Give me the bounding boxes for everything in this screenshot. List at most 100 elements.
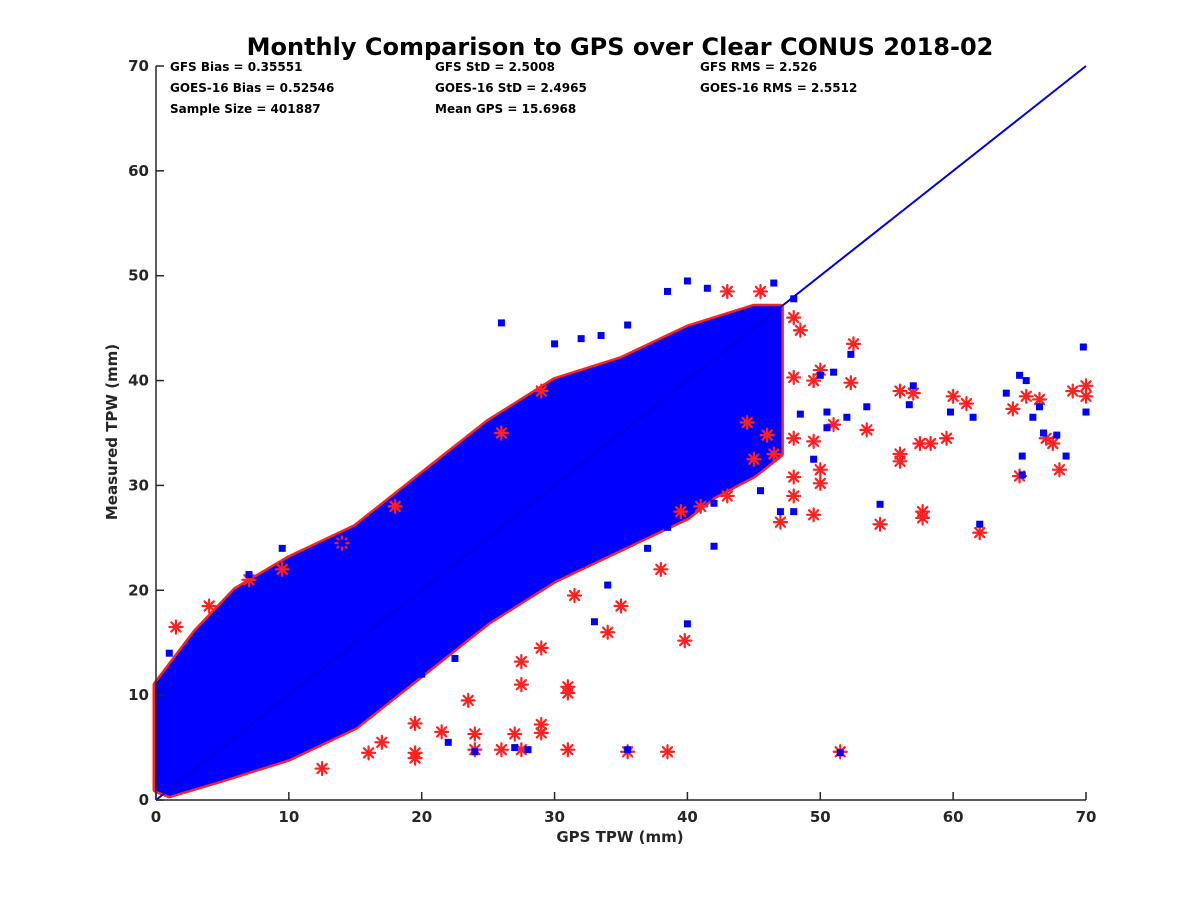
stat-annotation: GOES-16 RMS = 2.5512 bbox=[700, 81, 857, 95]
gfs-point bbox=[1018, 388, 1034, 404]
goes-16-point bbox=[790, 508, 798, 516]
gfs-point bbox=[912, 435, 928, 452]
goes-16-point bbox=[577, 335, 585, 343]
y-tick-label: 10 bbox=[128, 686, 149, 704]
goes-16-point bbox=[1082, 408, 1090, 416]
goes-16-point bbox=[1036, 403, 1043, 411]
y-tick-label: 50 bbox=[128, 267, 149, 285]
gfs-point bbox=[945, 388, 961, 404]
goes-16-point bbox=[790, 295, 798, 303]
gfs-point bbox=[1005, 401, 1021, 417]
goes-16-point bbox=[245, 571, 253, 579]
x-tick-label: 70 bbox=[1076, 808, 1097, 826]
goes-16-point bbox=[863, 403, 871, 411]
goes-16-point bbox=[444, 738, 452, 746]
data-layer bbox=[152, 65, 1094, 801]
gfs-point bbox=[493, 425, 510, 441]
gfs-point bbox=[201, 598, 217, 614]
stat-annotation: Sample Size = 401887 bbox=[170, 102, 321, 116]
stat-annotation: GFS StD = 2.5008 bbox=[435, 60, 555, 74]
gfs-point bbox=[659, 744, 676, 760]
goes-16-point bbox=[378, 691, 386, 699]
goes-16-point bbox=[905, 401, 913, 409]
goes-16-point bbox=[843, 413, 851, 421]
stat-annotation: GOES-16 StD = 2.4965 bbox=[435, 81, 587, 95]
goes-16-point bbox=[418, 670, 426, 678]
y-tick-label: 30 bbox=[128, 476, 149, 494]
gfs-point bbox=[922, 435, 939, 452]
goes-16-point bbox=[946, 408, 954, 416]
gfs-point bbox=[673, 504, 689, 520]
x-tick-label: 30 bbox=[544, 808, 565, 826]
stat-annotation: Mean GPS = 15.6968 bbox=[435, 102, 576, 116]
chart-title: Monthly Comparison to GPS over Clear CON… bbox=[247, 33, 994, 61]
gfs-point bbox=[560, 742, 576, 758]
gfs-point bbox=[168, 619, 184, 635]
y-tick-label: 60 bbox=[128, 162, 149, 180]
goes-16-point bbox=[624, 746, 632, 754]
gfs-point bbox=[746, 451, 762, 467]
gfs-point bbox=[1078, 378, 1094, 394]
goes-16-point bbox=[836, 749, 844, 757]
goes-16-point bbox=[823, 424, 831, 432]
gfs-point bbox=[806, 507, 822, 523]
goes-16-point bbox=[1029, 413, 1037, 421]
gfs-point bbox=[493, 742, 510, 758]
gfs-point bbox=[719, 488, 735, 504]
gfs-point bbox=[892, 383, 908, 399]
gfs-point bbox=[752, 283, 769, 300]
gfs-point bbox=[513, 653, 529, 670]
gfs-point bbox=[812, 475, 828, 491]
goes-16-point bbox=[909, 382, 917, 390]
goes-16-point bbox=[165, 649, 173, 657]
one-to-one-line bbox=[155, 65, 1087, 801]
goes-16-point bbox=[199, 702, 206, 710]
goes-16-point bbox=[969, 413, 977, 421]
goes-16-point bbox=[1018, 452, 1026, 460]
goes-16-point bbox=[471, 748, 479, 756]
gfs-point bbox=[507, 726, 523, 742]
goes-16-point bbox=[451, 654, 459, 662]
gfs-point bbox=[613, 598, 629, 614]
goes-16-point bbox=[683, 620, 691, 628]
gfs-point bbox=[600, 624, 616, 640]
goes-16-point bbox=[624, 321, 632, 329]
gfs-point bbox=[845, 336, 862, 352]
goes-16-point bbox=[338, 539, 346, 547]
goes-16-point bbox=[551, 340, 559, 348]
goes-16-point bbox=[418, 481, 426, 489]
goes-16-point bbox=[511, 744, 519, 752]
gfs-point bbox=[786, 310, 802, 326]
goes-16-point bbox=[770, 279, 778, 287]
gfs-point bbox=[786, 488, 802, 504]
x-tick-label: 50 bbox=[810, 808, 831, 826]
goes-16-point bbox=[847, 350, 855, 358]
gfs-point bbox=[812, 462, 828, 478]
gfs-point bbox=[759, 427, 775, 443]
gfs-point bbox=[958, 396, 975, 412]
gfs-point bbox=[792, 322, 808, 338]
y-tick-label: 70 bbox=[128, 57, 149, 75]
goes-16-point bbox=[830, 368, 838, 376]
goes-16-point bbox=[776, 508, 784, 516]
gfs-point bbox=[434, 724, 450, 740]
gfs-point bbox=[533, 383, 549, 399]
gfs-point bbox=[533, 640, 549, 656]
goes-16-point bbox=[683, 277, 691, 285]
gfs-point bbox=[806, 433, 822, 449]
gfs-point bbox=[407, 750, 423, 766]
gfs-point bbox=[314, 760, 330, 777]
gfs-point bbox=[1045, 435, 1061, 452]
goes-16-point bbox=[1022, 377, 1030, 385]
goes-16-point bbox=[823, 408, 831, 416]
gfs-point bbox=[533, 725, 549, 741]
gfs-point bbox=[938, 430, 955, 446]
goes-16-point bbox=[1002, 389, 1010, 397]
gfs-point bbox=[914, 510, 931, 526]
gfs-point bbox=[407, 715, 423, 732]
goes-16-point bbox=[703, 284, 711, 292]
goes-16-point bbox=[438, 639, 446, 647]
gfs-point bbox=[772, 514, 789, 530]
goes-16-point bbox=[278, 544, 286, 552]
gfs-point bbox=[892, 453, 908, 469]
